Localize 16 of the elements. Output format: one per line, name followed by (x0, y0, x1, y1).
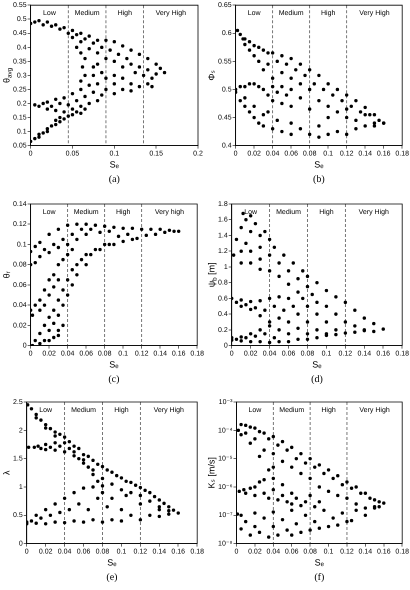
text: (d) (311, 374, 323, 386)
x-axis-title: Sₑ (312, 359, 322, 370)
x-axis-title: Sₑ (110, 159, 120, 170)
text: (e) (106, 572, 118, 584)
text: (c) (108, 374, 120, 386)
y-axis-title: Φₛ (206, 70, 216, 81)
text: (a) (108, 174, 120, 186)
x-axis-title: Sₑ (314, 557, 325, 568)
x-axis-title: Sₑ (107, 557, 118, 568)
text: (b) (313, 174, 325, 186)
x-axis-title: Sₑ (314, 159, 324, 170)
text: (f) (314, 572, 324, 584)
x-axis-title: Sₑ (109, 359, 120, 370)
y-axis-title: Kₛ [m/s] (206, 457, 216, 488)
y-axis-title: θᵣ (1, 271, 12, 278)
y-axis-title: λ (1, 470, 12, 476)
